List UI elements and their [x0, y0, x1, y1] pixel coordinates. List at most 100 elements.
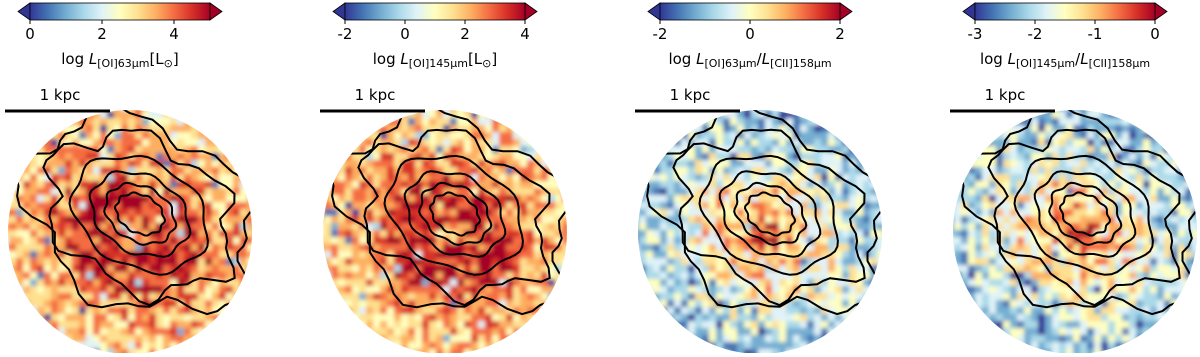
- map-pixel: [779, 244, 787, 252]
- map-pixel: [485, 321, 493, 329]
- map-pixel: [527, 195, 535, 203]
- map-pixel: [513, 300, 521, 308]
- map-pixel: [1178, 223, 1186, 231]
- map-pixel: [149, 223, 157, 231]
- map-pixel: [716, 118, 724, 126]
- map-pixel: [23, 146, 31, 154]
- map-pixel: [548, 342, 556, 350]
- map-pixel: [737, 342, 745, 350]
- map-pixel: [254, 167, 262, 175]
- map-pixel: [429, 328, 437, 336]
- map-pixel: [331, 139, 339, 147]
- map-pixel: [534, 335, 542, 343]
- map-pixel: [492, 223, 500, 231]
- map-pixel: [1192, 216, 1200, 224]
- map-pixel: [23, 335, 31, 343]
- map-pixel: [660, 286, 668, 294]
- map-pixel: [79, 279, 87, 287]
- map-pixel: [30, 223, 38, 231]
- colorbar-label: log L[OI]63μm/L[CII]158μm: [668, 50, 831, 70]
- map-pixel: [1115, 195, 1123, 203]
- map-pixel: [1192, 139, 1200, 147]
- map-pixel: [16, 335, 24, 343]
- panel: -2024log L[OI]145μm[L⊙]1 kpc: [317, 3, 577, 353]
- map-pixel: [1017, 146, 1025, 154]
- map-pixel: [569, 230, 577, 238]
- map-pixel: [548, 349, 556, 353]
- map-pixel: [1087, 202, 1095, 210]
- map-pixel: [16, 307, 24, 315]
- map-pixel: [772, 223, 780, 231]
- label-part: log: [668, 50, 696, 68]
- map-pixel: [93, 314, 101, 322]
- map-pixel: [436, 272, 444, 280]
- map-pixel: [324, 160, 332, 168]
- map-pixel: [450, 132, 458, 140]
- map-pixel: [457, 321, 465, 329]
- map-pixel: [534, 342, 542, 350]
- map-pixel: [1143, 125, 1151, 133]
- map-pixel: [779, 258, 787, 266]
- map-pixel: [51, 300, 59, 308]
- map-pixel: [709, 258, 717, 266]
- map-pixel: [44, 118, 52, 126]
- map-pixel: [765, 314, 773, 322]
- map-pixel: [450, 216, 458, 224]
- map-pixel: [975, 125, 983, 133]
- map-pixel: [632, 167, 640, 175]
- map-pixel: [681, 293, 689, 301]
- map-pixel: [373, 342, 381, 350]
- map-pixel: [527, 223, 535, 231]
- map-pixel: [562, 216, 570, 224]
- map-pixel: [681, 321, 689, 329]
- map-pixel: [548, 125, 556, 133]
- map-pixel: [191, 104, 199, 112]
- map-pixel: [324, 118, 332, 126]
- map-pixel: [730, 167, 738, 175]
- map-pixel: [317, 181, 325, 189]
- map-pixel: [30, 321, 38, 329]
- map-pixel: [870, 321, 878, 329]
- map-pixel: [632, 237, 640, 245]
- map-pixel: [702, 244, 710, 252]
- map-pixel: [93, 174, 101, 182]
- map-pixel: [821, 111, 829, 119]
- map-pixel: [72, 328, 80, 336]
- map-pixel: [506, 139, 514, 147]
- map-pixel: [135, 223, 143, 231]
- map-pixel: [548, 118, 556, 126]
- map-pixel: [863, 181, 871, 189]
- map-pixel: [394, 237, 402, 245]
- map-pixel: [156, 349, 164, 353]
- map-pixel: [408, 160, 416, 168]
- map-pixel: [443, 174, 451, 182]
- map-pixel: [135, 335, 143, 343]
- map-pixel: [653, 132, 661, 140]
- map-pixel: [16, 216, 24, 224]
- map-pixel: [1178, 118, 1186, 126]
- map-pixel: [1171, 125, 1179, 133]
- map-pixel: [1129, 244, 1137, 252]
- map-pixel: [198, 258, 206, 266]
- map-pixel: [835, 181, 843, 189]
- map-pixel: [373, 125, 381, 133]
- map-pixel: [688, 272, 696, 280]
- map-pixel: [653, 237, 661, 245]
- map-pixel: [121, 132, 129, 140]
- map-pixel: [492, 104, 500, 112]
- label-part: ]: [491, 50, 497, 68]
- map-pixel: [338, 195, 346, 203]
- map-pixel: [142, 279, 150, 287]
- map-pixel: [198, 209, 206, 217]
- map-pixel: [779, 335, 787, 343]
- map-pixel: [450, 139, 458, 147]
- map-pixel: [352, 202, 360, 210]
- map-pixel: [863, 349, 871, 353]
- map-pixel: [317, 118, 325, 126]
- map-pixel: [156, 237, 164, 245]
- map-pixel: [646, 174, 654, 182]
- map-pixel: [51, 118, 59, 126]
- map-pixel: [506, 314, 514, 322]
- map-pixel: [723, 167, 731, 175]
- map-pixel: [1136, 202, 1144, 210]
